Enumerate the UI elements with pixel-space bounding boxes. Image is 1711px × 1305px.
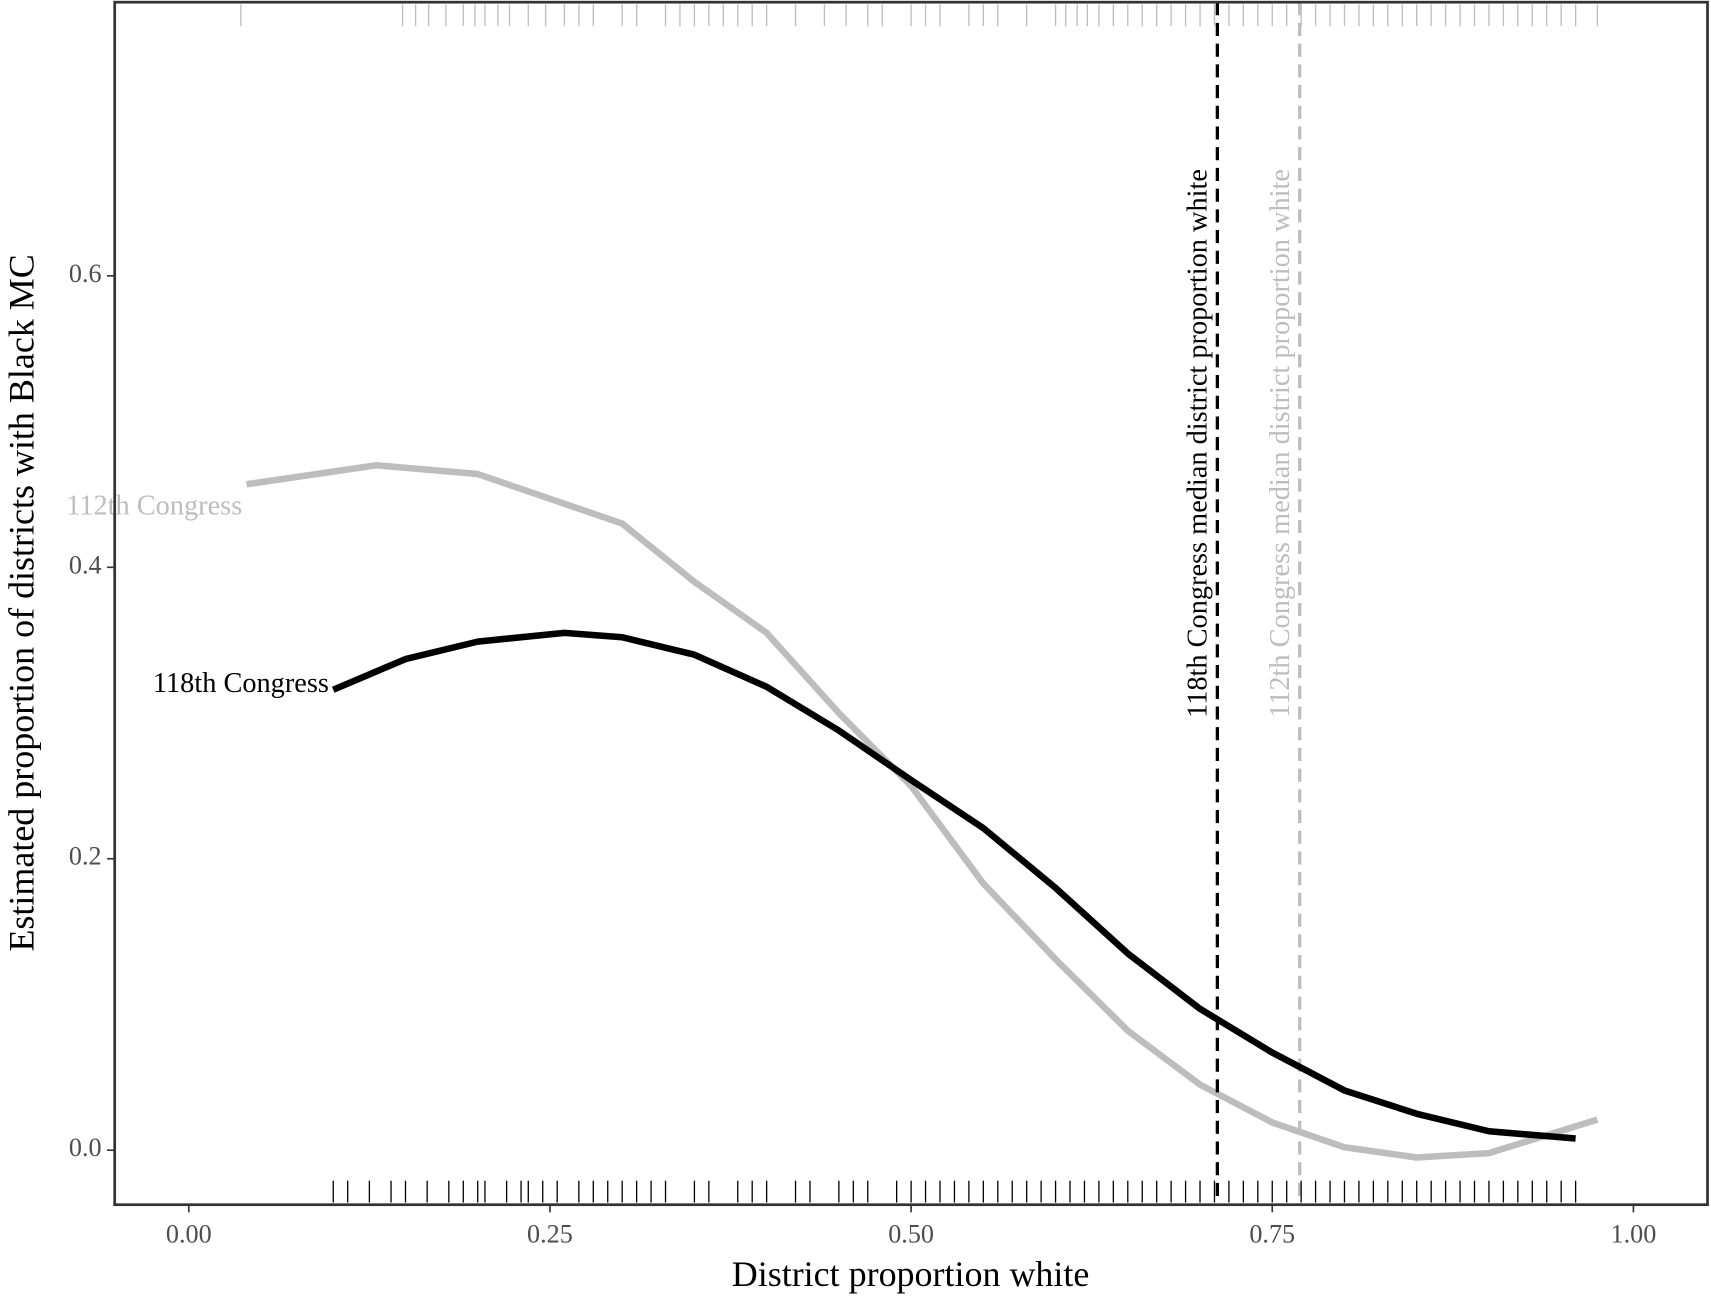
median-label: 118th Congress median district proportio… <box>1182 169 1213 718</box>
plot-border <box>113 0 1709 1207</box>
y-tick-label: 0.4 <box>69 550 102 579</box>
y-tick-label: 0.0 <box>69 1133 102 1162</box>
x-tick-label: 1.00 <box>1611 1219 1657 1248</box>
x-tick-label: 0.50 <box>888 1219 934 1248</box>
y-tick-label: 0.2 <box>69 842 102 871</box>
series-line <box>331 629 1576 1142</box>
series-line <box>246 462 1599 1161</box>
x-axis-title: District proportion white <box>732 1254 1090 1294</box>
series-label: 118th Congress <box>153 668 329 699</box>
x-tick-label: 0.75 <box>1249 1219 1295 1248</box>
median-label: 112th Congress median district proportio… <box>1265 169 1296 718</box>
y-tick-label: 0.6 <box>69 259 102 288</box>
y-axis-title: Estimated proportion of districts with B… <box>2 254 42 951</box>
series-label: 112th Congress <box>66 491 242 522</box>
x-tick-label: 0.00 <box>166 1219 212 1248</box>
x-tick-label: 0.25 <box>527 1219 573 1248</box>
